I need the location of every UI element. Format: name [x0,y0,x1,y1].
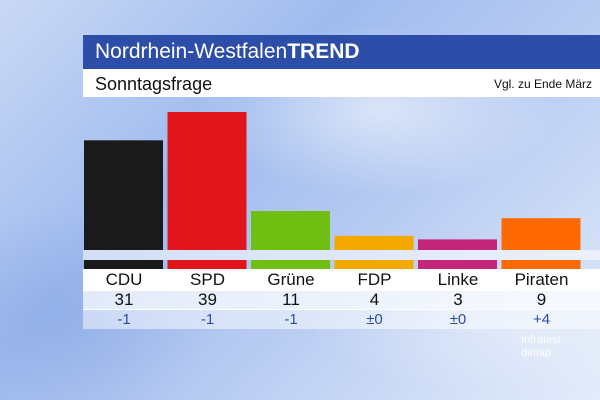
category-label: Linke [437,270,479,289]
category-label: Piraten [514,270,569,289]
bar-cdu [84,140,163,250]
bar-fdp [334,235,414,250]
band-separator [83,290,600,291]
value-label: 31 [114,290,134,309]
subtitle-bar: Sonntagsfrage Vgl. zu Ende März [83,69,600,97]
change-label: -1 [117,311,131,328]
change-label: ±0 [449,311,467,328]
color-strip-fdp [334,260,414,269]
change-label: -1 [284,311,298,328]
source-line-2: dimap [521,347,551,359]
color-strip-cdu [84,260,163,269]
title-bold: TREND [287,40,360,63]
bar-grüne [251,211,330,250]
source-credit: Infratest dimap [521,334,581,360]
color-strip-grüne [251,260,330,269]
change-band [83,309,600,329]
category-label: Grüne [267,270,315,289]
value-label: 39 [198,290,217,309]
title-regular: Nordrhein-Westfalen [95,40,288,63]
color-strip-spd [167,260,247,269]
baseline-band [83,250,600,260]
bar-linke [418,239,497,250]
chart-subtitle: Sonntagsfrage [95,74,213,94]
source-line-1: Infratest [521,334,561,346]
color-strip-linke [418,260,497,269]
change-label: -1 [200,311,215,328]
value-band [83,290,600,309]
band-separator [83,309,600,310]
bar-piraten [501,218,581,250]
category-label: SPD [190,270,225,289]
color-strip-piraten [501,260,581,269]
label-band [83,269,600,290]
value-label: 4 [369,290,380,309]
category-label: FDP [357,270,392,289]
category-label: CDU [105,270,143,289]
change-label: ±0 [366,311,383,328]
value-label: 11 [282,290,300,309]
value-label: 9 [536,290,547,309]
chart-title: Nordrhein-WestfalenTREND [83,35,600,69]
value-label: 3 [453,290,463,309]
bar-spd [167,112,247,250]
comparison-note: Vgl. zu Ende März [493,77,592,91]
change-label: +4 [532,311,551,328]
